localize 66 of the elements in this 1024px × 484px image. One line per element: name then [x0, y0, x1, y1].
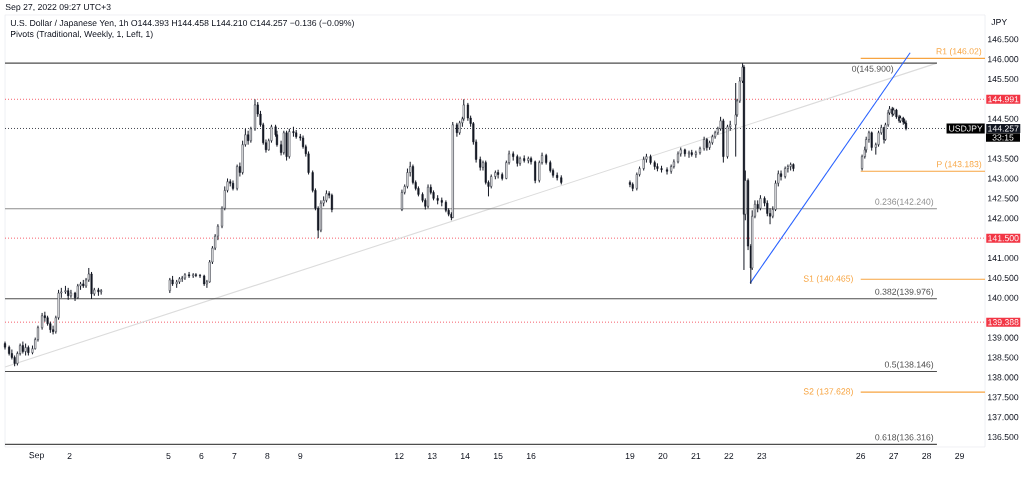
x-tick-label: 7 [232, 453, 237, 459]
candlestick [530, 156, 533, 166]
x-tick-label: 14 [460, 453, 470, 459]
y-tick-label: 142.500 [988, 195, 1019, 202]
series-label: P (143.183) [937, 160, 982, 169]
text: Sep 27, 2022 09:27 UTC+3 [5, 3, 111, 12]
series-label: S2 (137.628) [803, 388, 853, 397]
y-tick-label: 137.500 [988, 394, 1019, 401]
y-tick-label: 143.000 [988, 175, 1019, 182]
y-tick-label: 145.500 [988, 75, 1019, 83]
y-tick-label: 136.500 [988, 433, 1019, 441]
ref-line-label: 144.257 [988, 125, 1019, 132]
y-tick-label: 144.500 [988, 115, 1019, 122]
y-tick-label: 138.000 [988, 374, 1019, 381]
text: 33:15 [992, 134, 1014, 141]
candlestick [694, 150, 697, 159]
series-label: R1 (146.02) [936, 48, 982, 57]
y-tick-label: 137.000 [988, 414, 1019, 421]
candlestick [188, 271, 191, 279]
y-tick-label: 140.500 [988, 274, 1019, 281]
x-tick-label: 23 [757, 452, 767, 460]
y-tick-label: 142.000 [988, 215, 1019, 222]
y-tick-label: 146.500 [988, 36, 1019, 43]
series-label: 0.382(139.976) [875, 288, 934, 297]
x-tick-label: 12 [395, 452, 404, 460]
series-label: 0.5(138.146) [884, 361, 934, 370]
text: U.S. Dollar / Japanese Yen, 1h O144.393 H144.458 L144.210 C144.257 −0.136 (−0.09%) [10, 19, 354, 28]
x-tick-label: 20 [658, 452, 668, 460]
candlestick [199, 273, 202, 279]
ref-line-label: 139.388 [988, 319, 1019, 326]
x-tick-label: 9 [298, 452, 303, 460]
y-tick-label: 138.500 [988, 354, 1019, 361]
text: Pivots (Traditional, Weekly, 1, Left, 1) [10, 30, 153, 39]
x-tick-label: 6 [199, 452, 204, 460]
x-tick-label: 8 [265, 452, 270, 460]
x-tick-label: 21 [691, 452, 701, 460]
series-label: 0(145.900) [852, 65, 894, 74]
x-tick-label: 29 [955, 452, 964, 460]
y-tick-label: 141.000 [988, 254, 1019, 262]
x-tick-label: 15 [493, 452, 503, 460]
y-axis-title: JPY [991, 19, 1007, 26]
y-tick-label: 146.000 [988, 56, 1019, 63]
y-tick-label: 143.500 [988, 155, 1019, 162]
candlestick [497, 169, 500, 179]
candlestick [330, 193, 333, 213]
x-tick-label: 26 [856, 452, 866, 460]
ref-line-label: 141.500 [988, 235, 1019, 242]
candlestick [666, 166, 669, 175]
annotation: USDJPY [949, 125, 983, 132]
x-tick-label: 13 [428, 452, 437, 460]
series-label: S1 (140.465) [803, 275, 853, 284]
y-tick-label: 140.000 [988, 294, 1019, 301]
x-tick-label: 2 [67, 452, 72, 460]
x-tick-label: 16 [526, 452, 536, 460]
series-label: 0.236(142.240) [875, 198, 934, 207]
series-label: 0.618(136.316) [875, 434, 934, 443]
x-tick-label: 19 [625, 452, 635, 460]
candlestick [628, 179, 631, 188]
candlestick [786, 164, 789, 174]
x-tick-label: 5 [166, 452, 171, 460]
ref-line-label: 144.991 [988, 96, 1019, 103]
x-tick-label: 22 [724, 452, 734, 460]
x-tick-label: Sep [29, 452, 44, 460]
x-tick-label: 27 [889, 452, 899, 460]
y-tick-label: 139.000 [988, 334, 1019, 341]
x-tick-label: 28 [922, 452, 932, 460]
